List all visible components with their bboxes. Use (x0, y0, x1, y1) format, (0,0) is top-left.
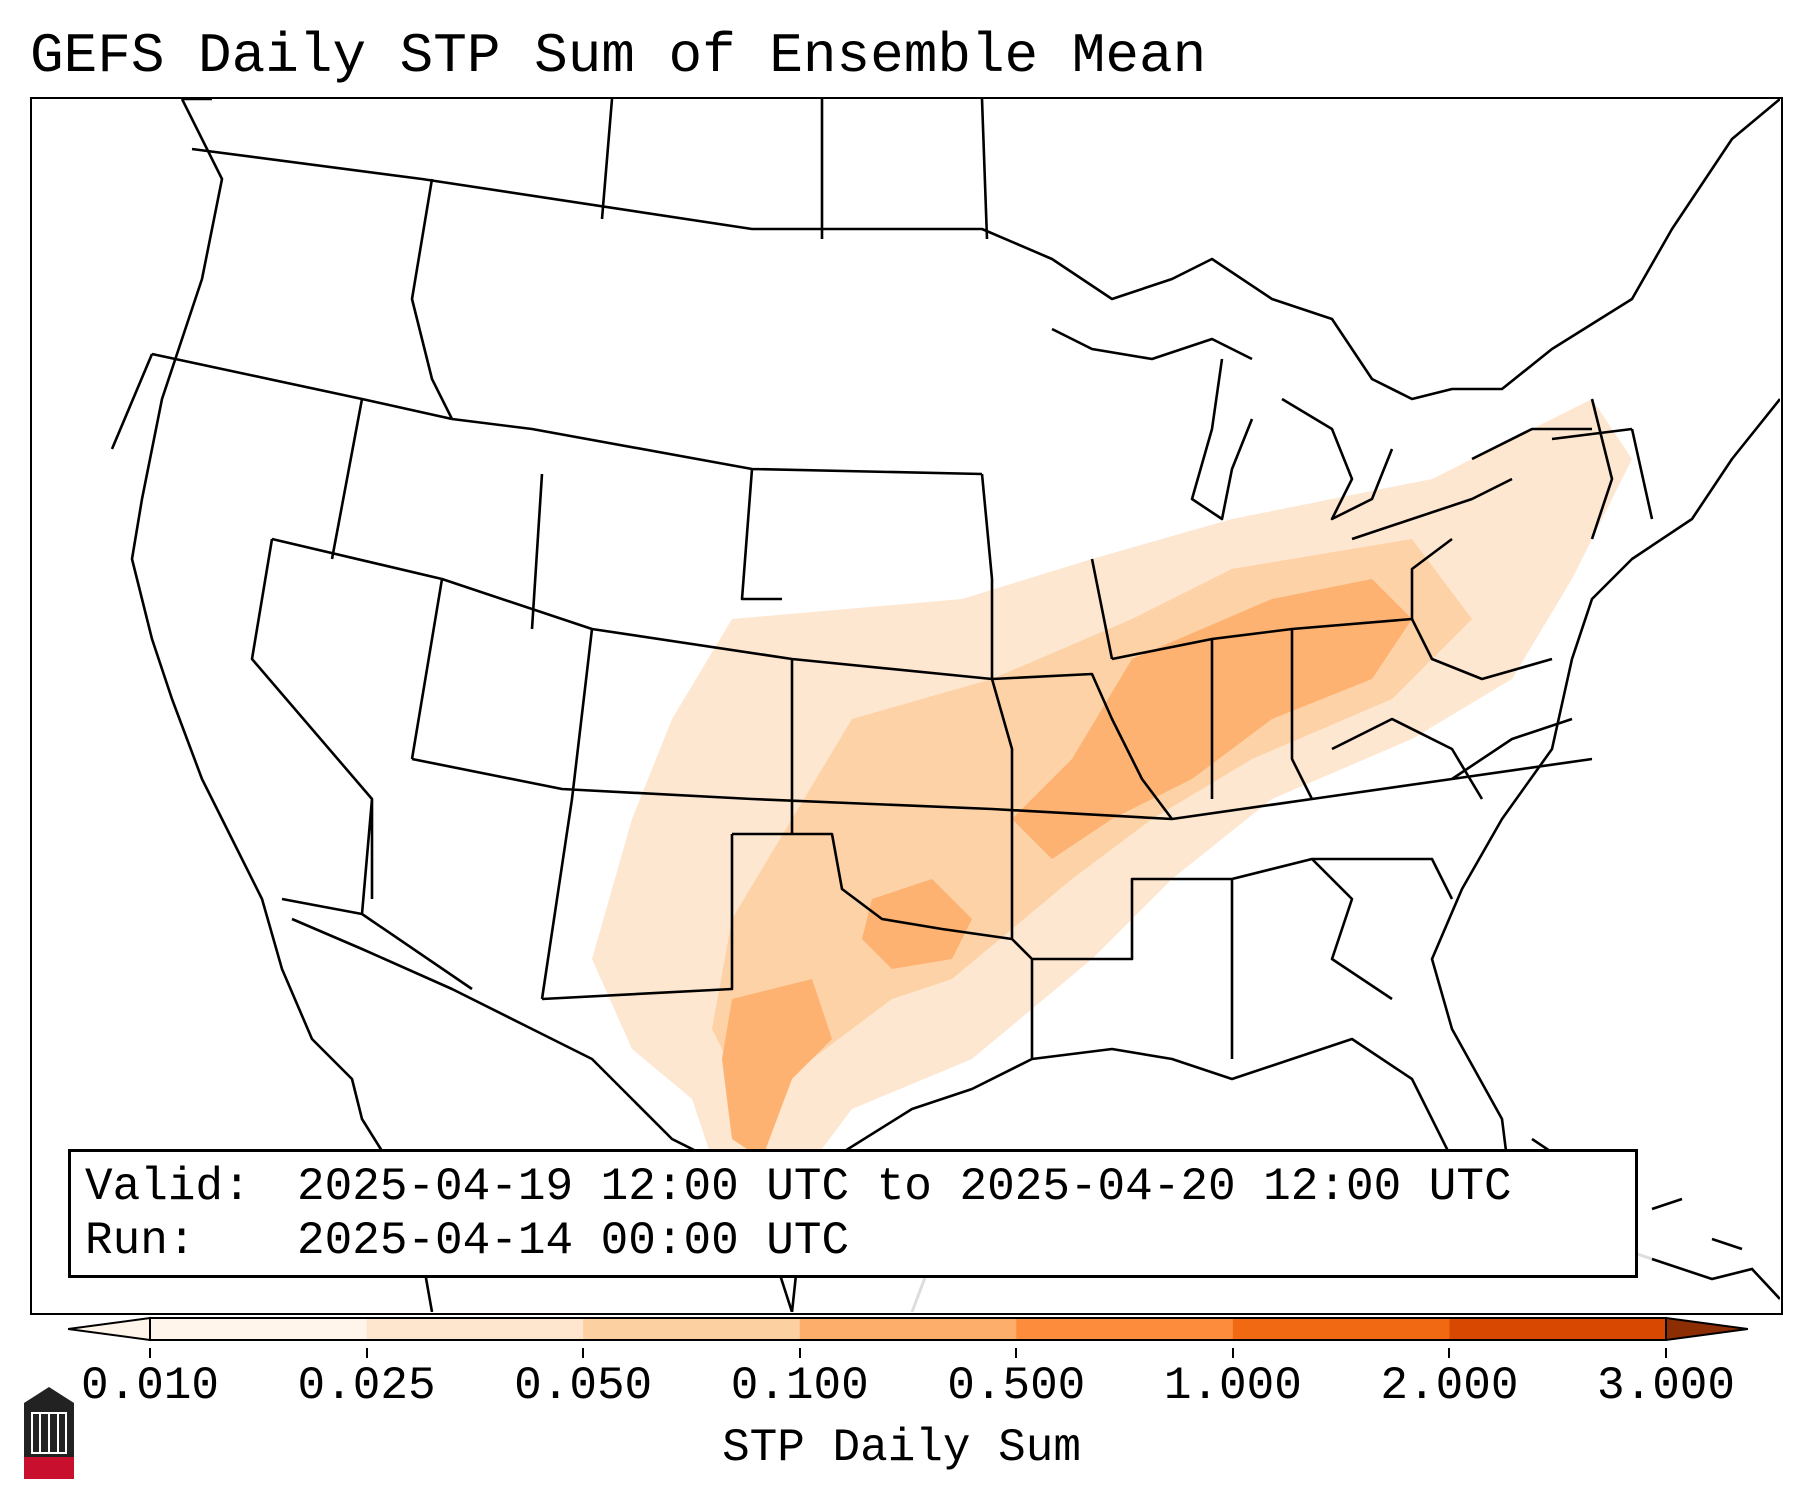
colorbar-tick-label: 0.500 (947, 1360, 1086, 1412)
colorbar-segment (1232, 1318, 1450, 1340)
colorbar-segments (150, 1318, 1667, 1340)
colorbar-tick-mark (1448, 1348, 1451, 1358)
colorbar-segment (366, 1318, 584, 1340)
colorbar-border (149, 1317, 1667, 1341)
colorbar-extend-high (1665, 1316, 1748, 1342)
colorbar-tick-label: 0.100 (730, 1360, 869, 1412)
cuba-east (1651, 1257, 1780, 1300)
colorbar-tick-mark (1231, 1348, 1234, 1358)
run-value: 2025-04-14 00:00 UTC (297, 1215, 850, 1267)
colorbar-extend-low (68, 1316, 151, 1342)
colorbar-tick-label: 0.010 (80, 1360, 220, 1412)
colorbar-segment (150, 1318, 368, 1340)
colorbar-tick-mark (1665, 1348, 1667, 1358)
valid-label: Valid: (85, 1161, 251, 1213)
colorbar-segment (583, 1318, 801, 1340)
colorbar-tick-label: 1.000 (1163, 1360, 1302, 1412)
stp-region-texas (722, 979, 832, 1159)
run-line: Run: 2025-04-14 00:00 UTC (85, 1214, 1621, 1268)
colorbar-tick-label: 3.000 (1596, 1360, 1736, 1412)
colorbar-tick-mark (365, 1348, 368, 1358)
state-lines (110, 99, 1654, 1059)
colorbar-tick-mark (582, 1348, 585, 1358)
colorbar-tick-label: 0.025 (297, 1360, 436, 1412)
valid-line: Valid: 2025-04-19 12:00 UTC to 2025-04-2… (85, 1160, 1621, 1214)
run-label: Run: (85, 1215, 196, 1267)
valid-run-box: Valid: 2025-04-19 12:00 UTC to 2025-04-2… (68, 1149, 1638, 1278)
colorbar-segment (1016, 1318, 1234, 1340)
great-lakes (1051, 327, 1592, 541)
colorbar-tick-mark (1015, 1348, 1018, 1358)
colorbar-label: STP Daily Sum (722, 1422, 1081, 1474)
colorbar (68, 1316, 1748, 1342)
valid-value: 2025-04-19 12:00 UTC to 2025-04-20 12:00… (297, 1161, 1512, 1213)
colorbar-ticks: 0.010 0.025 0.050 0.100 0.500 1.000 2.000 3.000 (0, 1348, 1803, 1418)
niu-logo (24, 1387, 74, 1479)
colorbar-segment (1449, 1318, 1667, 1340)
colorbar-segment (799, 1318, 1017, 1340)
map-title: GEFS Daily STP Sum of Ensemble Mean (30, 24, 1207, 88)
canada-border (182, 99, 1780, 401)
colorbar-tick-label: 2.000 (1380, 1360, 1519, 1412)
map-canvas (110, 99, 1780, 1312)
colorbar-tick-label: 0.050 (514, 1360, 653, 1412)
colorbar-tick-mark (149, 1348, 151, 1358)
map-panel[interactable]: Valid: 2025-04-19 12:00 UTC to 2025-04-2… (30, 97, 1783, 1315)
colorbar-tick-mark (798, 1348, 801, 1358)
